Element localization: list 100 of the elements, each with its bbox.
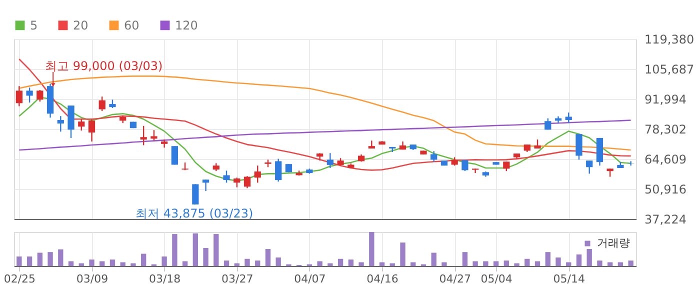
bar: [172, 234, 178, 266]
x-tick-label: 05/14: [553, 272, 585, 286]
bar: [244, 258, 250, 266]
candlestick: [430, 150, 438, 162]
bar: [89, 260, 94, 266]
candlestick: [202, 179, 210, 192]
bar: [317, 261, 322, 266]
candlestick: [326, 152, 334, 169]
bar: [369, 232, 374, 266]
bar: [100, 261, 105, 266]
candlestick: [57, 115, 64, 132]
bar: [607, 262, 613, 266]
legend-label: 20: [73, 18, 88, 32]
bar: [545, 252, 550, 266]
candlestick: [576, 133, 582, 160]
bar: [110, 260, 116, 266]
bar: [576, 254, 582, 266]
bar: [504, 260, 510, 266]
legend-label: 120: [175, 18, 198, 32]
bar: [255, 260, 260, 266]
candlestick: [223, 170, 230, 184]
bar: [410, 262, 416, 266]
candlestick: [503, 161, 510, 172]
candlestick: [565, 112, 572, 124]
x-tick-label: 03/27: [222, 272, 254, 286]
candlestick: [88, 118, 96, 142]
candlestick: [78, 118, 85, 132]
bar: [120, 262, 126, 266]
bar: [358, 262, 364, 266]
y-tick-label: 119,380: [644, 32, 694, 46]
y-tick-label: 37,224: [644, 212, 686, 226]
candlestick: [244, 176, 251, 189]
annotation: 최고 99,000 (03/03): [45, 59, 163, 73]
bar: [618, 262, 624, 266]
legend-label: 거래량: [597, 236, 630, 250]
bar: [431, 252, 436, 266]
bar: [58, 249, 64, 266]
bar: [483, 261, 488, 266]
bar: [514, 263, 520, 266]
bar: [472, 261, 478, 266]
candlestick: [192, 184, 199, 206]
bar: [162, 256, 167, 266]
bar: [192, 233, 198, 266]
x-tick-label: 05/04: [480, 272, 512, 286]
bar: [328, 263, 333, 266]
bar: [379, 262, 385, 266]
bar: [16, 256, 22, 266]
bar: [442, 262, 447, 266]
candlestick: [586, 160, 593, 174]
candlestick: [26, 86, 33, 104]
candlestick: [462, 160, 468, 172]
x-tick-label: 02/25: [4, 272, 36, 286]
candlestick: [36, 89, 44, 102]
candlestick: [140, 125, 147, 146]
bar: [400, 242, 406, 266]
y-tick-label: 64,609: [644, 152, 686, 166]
bar: [524, 258, 530, 266]
bar: [597, 260, 602, 266]
candlestick: [150, 130, 158, 142]
bar: [566, 262, 572, 266]
bar: [348, 260, 354, 266]
bar: [493, 261, 499, 266]
x-tick-label: 03/09: [76, 272, 108, 286]
bar: [182, 261, 188, 266]
line-series: [18, 58, 632, 171]
bar: [556, 258, 561, 266]
candlestick: [98, 96, 106, 112]
bar: [276, 258, 281, 266]
y-tick-label: 91,994: [644, 92, 686, 106]
candlestick: [16, 85, 22, 107]
bar: [26, 256, 32, 266]
legend-label: 5: [30, 18, 38, 32]
candlestick: [171, 145, 178, 166]
x-tick-label: 03/18: [148, 272, 181, 286]
bar: [214, 234, 219, 266]
x-tick-label: 04/16: [366, 272, 398, 286]
y-tick-label: 105,687: [644, 62, 694, 76]
bar: [462, 252, 468, 266]
legend-label: 60: [124, 18, 140, 32]
bar: [265, 249, 271, 266]
y-tick-label: 78,302: [644, 122, 686, 136]
candlestick: [628, 160, 634, 166]
annotation: 최저 43,875 (03/23): [136, 206, 254, 221]
bar: [586, 249, 592, 266]
x-tick-label: 04/27: [439, 272, 471, 286]
bar: [628, 260, 634, 266]
bar: [48, 252, 53, 266]
bar: [203, 248, 208, 266]
bar: [534, 261, 540, 266]
candlestick: [254, 164, 261, 184]
bar: [338, 258, 344, 266]
candlestick: [275, 158, 282, 182]
bar: [224, 260, 230, 266]
x-tick-label: 04/07: [294, 272, 326, 286]
bar: [68, 261, 74, 266]
candlestick: [234, 177, 240, 188]
y-tick-label: 50,916: [644, 182, 686, 196]
line-series: [18, 120, 632, 151]
bar: [140, 254, 146, 266]
bar: [130, 263, 136, 266]
